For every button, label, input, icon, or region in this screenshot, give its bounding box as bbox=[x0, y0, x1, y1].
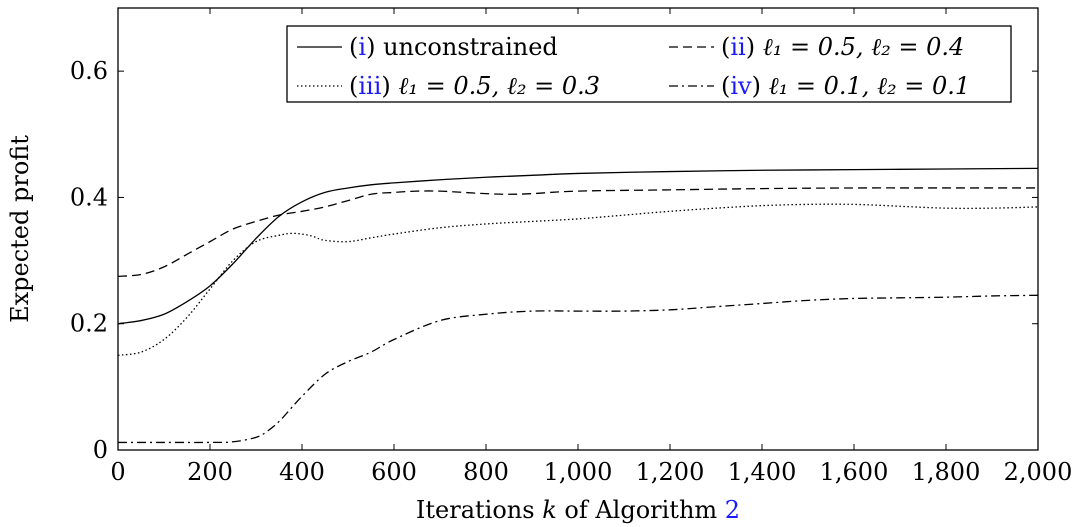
y-tick-label: 0.6 bbox=[70, 57, 108, 85]
legend-ref-iv[interactable]: iv bbox=[730, 72, 752, 100]
legend-paren-open: ( bbox=[721, 72, 730, 100]
x-tick-label: 1,000 bbox=[544, 458, 613, 486]
legend-entry-iv: (iv) ℓ₁ = 0.1, ℓ₂ = 0.1 bbox=[721, 72, 970, 100]
legend-entry-ii: (ii) ℓ₁ = 0.5, ℓ₂ = 0.4 bbox=[721, 33, 964, 61]
legend-ref-ii[interactable]: ii bbox=[730, 33, 746, 61]
y-tick-label: 0.4 bbox=[70, 183, 108, 211]
legend-label-iv: ℓ₁ = 0.1, ℓ₂ = 0.1 bbox=[769, 72, 971, 100]
x-tick-label: 2,000 bbox=[1004, 458, 1073, 486]
legend-space bbox=[755, 33, 763, 61]
y-tick-label: 0.2 bbox=[70, 310, 108, 338]
legend-paren-open: ( bbox=[349, 72, 358, 100]
x-tick-label: 200 bbox=[187, 458, 233, 486]
legend-paren-open: ( bbox=[349, 33, 358, 61]
legend-label-i: unconstrained bbox=[375, 33, 557, 61]
series-line-iv bbox=[118, 294, 1039, 444]
y-tick-label: 0 bbox=[93, 436, 108, 464]
legend-box bbox=[286, 25, 1012, 103]
x-tick-label: 1,600 bbox=[820, 458, 889, 486]
x-tick-label: 1,800 bbox=[912, 458, 981, 486]
y-axis-label: Expected profit bbox=[6, 135, 34, 323]
x-tick-label: 0 bbox=[110, 458, 125, 486]
ticks-layer: 0 200 400 600 800 1,000 1,200 1,400 1,600 1,800 2,… bbox=[70, 8, 1073, 486]
legend-paren-close: ) bbox=[752, 72, 761, 100]
series-line-iii bbox=[117, 203, 1039, 356]
legend-entry-i: (i) unconstrained bbox=[349, 33, 558, 61]
x-axis-label-pre: Iterations bbox=[416, 496, 542, 524]
x-tick-label: 800 bbox=[463, 458, 509, 486]
legend-paren-close: ) bbox=[746, 33, 755, 61]
x-tick-label: 400 bbox=[279, 458, 325, 486]
x-axis-label-mid: of Algorithm bbox=[557, 496, 725, 524]
series-layer bbox=[117, 167, 1039, 444]
legend-space bbox=[391, 72, 399, 100]
legend-entry-iii: (iii) ℓ₁ = 0.5, ℓ₂ = 0.3 bbox=[349, 72, 600, 100]
legend-paren-open: ( bbox=[721, 33, 730, 61]
legend-ref-iii[interactable]: iii bbox=[358, 72, 381, 100]
legend-ref-i[interactable]: i bbox=[358, 33, 366, 61]
legend-label-ii: ℓ₁ = 0.5, ℓ₂ = 0.4 bbox=[763, 33, 965, 61]
legend-paren-close: ) bbox=[381, 72, 390, 100]
series-line-i bbox=[117, 167, 1039, 325]
x-tick-label: 1,400 bbox=[728, 458, 797, 486]
x-tick-label: 600 bbox=[371, 458, 417, 486]
legend-paren-close: ) bbox=[366, 33, 375, 61]
series-line-ii bbox=[117, 187, 1038, 278]
x-axis-label: Iterations k of Algorithm 2 bbox=[416, 496, 740, 524]
legend: (i) unconstrained (ii) ℓ₁ = 0.5, ℓ₂ = 0.4… bbox=[286, 25, 1012, 103]
x-tick-label: 1,200 bbox=[636, 458, 705, 486]
x-axis-label-var: k bbox=[542, 496, 557, 524]
algorithm-ref-link[interactable]: 2 bbox=[725, 496, 740, 524]
legend-label-iii: ℓ₁ = 0.5, ℓ₂ = 0.3 bbox=[398, 72, 600, 100]
legend-space bbox=[761, 72, 769, 100]
